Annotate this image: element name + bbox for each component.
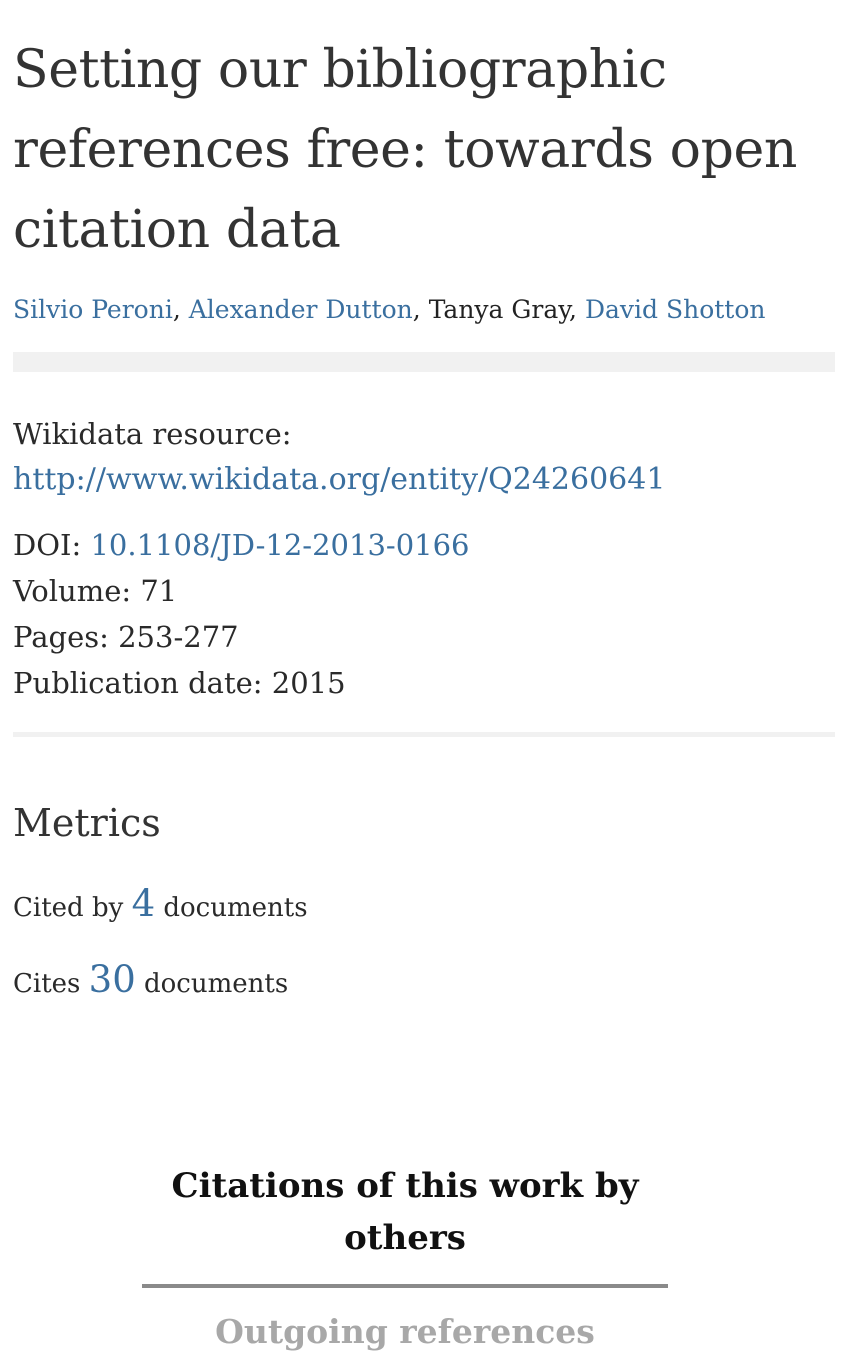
cites-metric: Cites 30 documents: [13, 958, 288, 1001]
author-link-alexander-dutton[interactable]: Alexander Dutton: [188, 295, 413, 324]
publication-date: Publication date: 2015: [13, 666, 346, 700]
citation-tabs: Citations of this work by others Outgoin…: [142, 1160, 668, 1358]
page-title: Setting our bibliographic references fre…: [13, 40, 797, 260]
author-separator: ,: [172, 295, 189, 324]
active-tab-underline: [142, 1284, 668, 1288]
cited-by-prefix: Cited by: [13, 893, 132, 923]
cites-prefix: Cites: [13, 969, 89, 999]
doi-row: DOI: 10.1108/JD-12-2013-0166: [13, 522, 665, 568]
pages: Pages: 253-277: [13, 620, 239, 654]
tab-citations-by-others[interactable]: Citations of this work by others: [171, 1166, 639, 1258]
cited-by-suffix: documents: [155, 893, 308, 923]
cited-by-count-link[interactable]: 4: [131, 882, 156, 925]
cited-by-metric: Cited by 4 documents: [13, 882, 308, 925]
doi-link[interactable]: 10.1108/JD-12-2013-0166: [90, 528, 470, 562]
volume: Volume: 71: [13, 574, 178, 608]
section-divider-thick: [13, 352, 835, 372]
metrics-heading: Metrics: [13, 801, 161, 845]
tab-outgoing-references[interactable]: Outgoing references: [215, 1312, 595, 1351]
author-link-david-shotton[interactable]: David Shotton: [584, 295, 766, 324]
cites-count-link[interactable]: 30: [88, 958, 136, 1001]
author-separator: ,: [569, 295, 585, 324]
author-link-silvio-peroni[interactable]: Silvio Peroni: [13, 295, 173, 324]
wikidata-label: Wikidata resource:: [13, 417, 292, 451]
wikidata-link[interactable]: http://www.wikidata.org/entity/Q24260641: [13, 462, 666, 497]
doi-label: DOI:: [13, 528, 91, 562]
section-divider-thin: [13, 732, 835, 737]
author-list: Silvio Peroni, Alexander Dutton, Tanya G…: [13, 292, 766, 328]
author-separator: ,: [412, 295, 429, 324]
cites-suffix: documents: [135, 969, 289, 999]
article-metadata: Wikidata resource: http://www.wikidata.o…: [13, 412, 665, 706]
author-name-tanya-gray: Tanya Gray: [428, 295, 570, 324]
